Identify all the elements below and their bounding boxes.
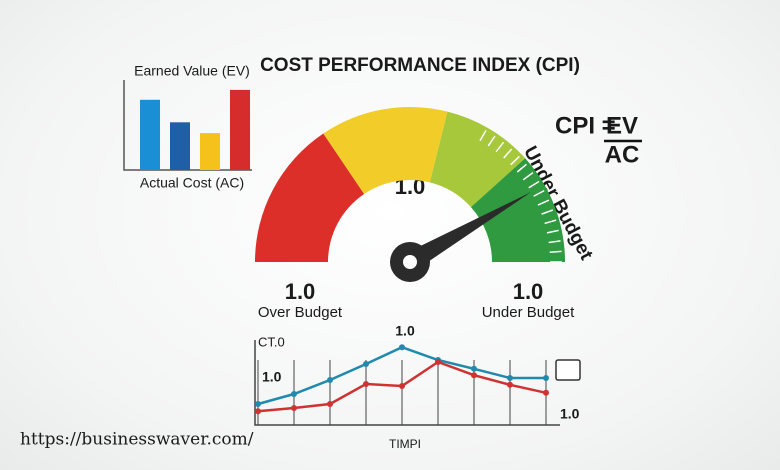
line-point: [435, 359, 441, 365]
line-point: [327, 377, 333, 383]
right-label: Under Budget: [482, 304, 575, 321]
bar-title: Earned Value (EV): [134, 63, 250, 79]
line-point: [291, 391, 297, 397]
gauge-tick: [544, 219, 557, 225]
gauge-tick: [522, 172, 534, 181]
left-value: 1.0: [285, 279, 316, 304]
line-point: [543, 389, 549, 396]
gauge-tick: [503, 148, 513, 159]
line-xlabel: TIMPI: [389, 437, 421, 451]
line-label: 1.0: [262, 369, 282, 385]
line-point: [507, 381, 513, 388]
line-point: [507, 375, 513, 381]
line-point: [471, 372, 477, 379]
line-axes: [254, 340, 560, 426]
line-point: [363, 361, 369, 367]
gauge-tick: [479, 129, 487, 142]
title: COST PERFORMANCE INDEX (CPI): [260, 55, 580, 76]
line-point: [291, 405, 297, 411]
gauge-segment: [429, 111, 526, 208]
gauge-tick: [533, 189, 545, 197]
gauge-segment: [323, 107, 448, 195]
gauge-tick: [516, 163, 527, 173]
line-point: [255, 408, 261, 415]
gauge-tick: [537, 199, 550, 206]
gauge-tick: [528, 180, 540, 189]
gauge-tick: [546, 229, 559, 234]
bar: [200, 133, 220, 170]
formula-numerator: EV: [606, 112, 638, 139]
bar: [140, 99, 160, 170]
footer-url: https://businesswaver.com/: [20, 430, 254, 450]
line-point: [363, 381, 369, 387]
bar: [170, 122, 190, 170]
line-label: 1.0: [560, 406, 580, 422]
line-point: [399, 344, 405, 351]
icon: [555, 359, 581, 381]
line-point: [543, 375, 549, 381]
bar-xlabel: Actual Cost (AC): [140, 175, 244, 191]
gauge-tick: [510, 155, 520, 166]
gauge-segment: [470, 158, 565, 262]
formula-lhs: CPI =: [555, 112, 616, 139]
right-value: 1.0: [513, 279, 544, 304]
line-label: 1.0: [395, 323, 415, 339]
bar: [230, 89, 250, 170]
line-point: [399, 383, 405, 389]
line-point: [327, 401, 333, 407]
gauge-tick: [541, 209, 554, 215]
gauge-segment: [255, 133, 365, 262]
gauge-tick: [487, 135, 496, 147]
gauge-tick: [548, 240, 561, 244]
line-ylabel: CT.0: [258, 334, 285, 349]
line-point: [255, 401, 261, 407]
line-point: [471, 365, 477, 372]
needle-hub-inner: [403, 255, 417, 269]
needle: [404, 192, 532, 270]
formula-denominator: AC: [605, 141, 640, 168]
gauge-tick: [495, 141, 505, 153]
left-label: Over Budget: [258, 304, 343, 321]
gauge-tick: [549, 250, 562, 253]
